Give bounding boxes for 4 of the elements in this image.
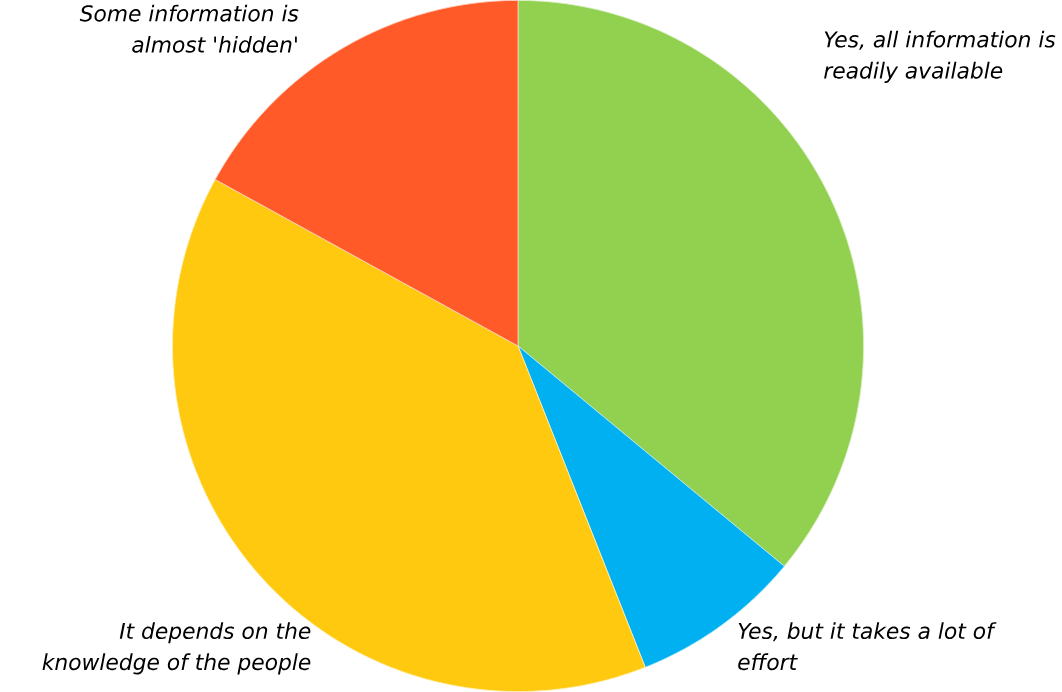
slice-label: It depends on the knowledge of the people [42, 622, 311, 675]
slice-label: Some information is almost 'hidden' [79, 4, 299, 53]
slice-label: Yes, but it takes a lot of effort [738, 622, 997, 671]
slice-label: Yes, all information is readily available [824, 30, 1056, 83]
